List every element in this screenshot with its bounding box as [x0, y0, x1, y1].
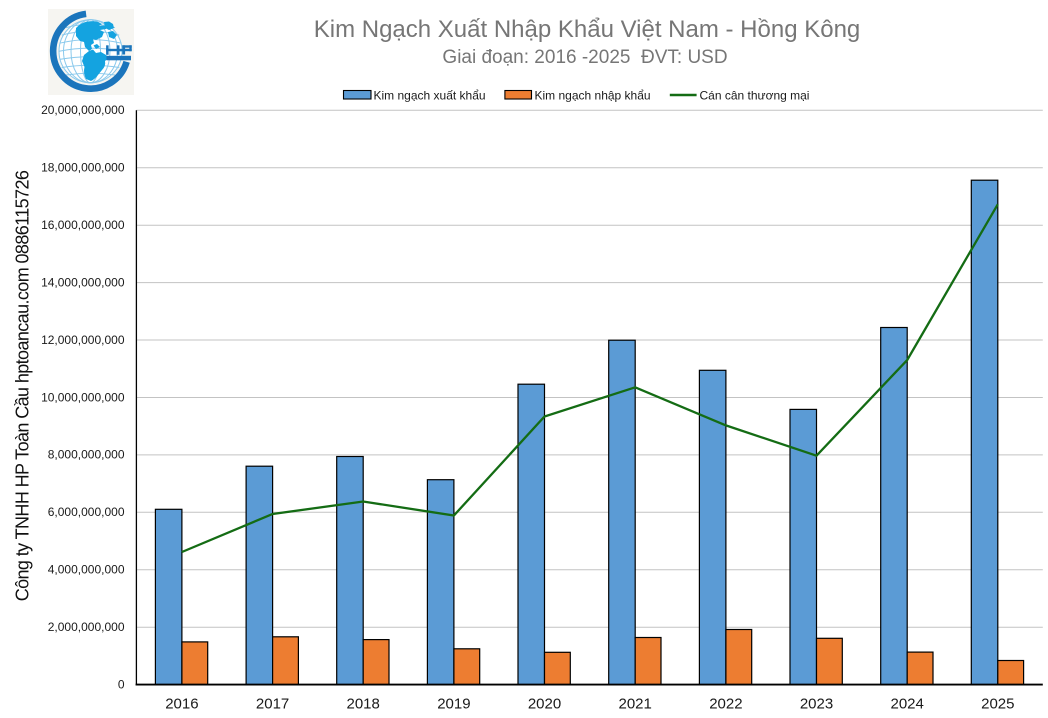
- svg-text:2021: 2021: [619, 696, 652, 713]
- svg-text:2,000,000,000: 2,000,000,000: [48, 620, 125, 634]
- svg-text:12,000,000,000: 12,000,000,000: [41, 333, 125, 347]
- svg-text:6,000,000,000: 6,000,000,000: [48, 505, 125, 519]
- svg-text:2023: 2023: [800, 696, 833, 713]
- svg-text:2025: 2025: [981, 696, 1014, 713]
- svg-text:2018: 2018: [347, 696, 380, 713]
- svg-text:10,000,000,000: 10,000,000,000: [41, 390, 125, 404]
- svg-text:2022: 2022: [709, 696, 742, 713]
- svg-text:20,000,000,000: 20,000,000,000: [41, 103, 125, 117]
- svg-text:4,000,000,000: 4,000,000,000: [48, 563, 125, 577]
- svg-text:2024: 2024: [891, 696, 924, 713]
- svg-text:0: 0: [118, 677, 125, 691]
- svg-text:2016: 2016: [165, 696, 198, 713]
- svg-text:2019: 2019: [437, 696, 470, 713]
- svg-text:16,000,000,000: 16,000,000,000: [41, 218, 125, 232]
- svg-text:Kim ngạch xuất khẩu: Kim ngạch xuất khẩu: [374, 89, 486, 103]
- svg-text:2017: 2017: [256, 696, 289, 713]
- svg-text:18,000,000,000: 18,000,000,000: [41, 161, 125, 175]
- svg-text:Kim ngạch nhập khẩu: Kim ngạch nhập khẩu: [535, 89, 651, 103]
- svg-text:8,000,000,000: 8,000,000,000: [48, 448, 125, 462]
- svg-text:Cán cân thương mại: Cán cân thương mại: [700, 89, 810, 103]
- svg-text:2020: 2020: [528, 696, 561, 713]
- svg-text:14,000,000,000: 14,000,000,000: [41, 275, 125, 289]
